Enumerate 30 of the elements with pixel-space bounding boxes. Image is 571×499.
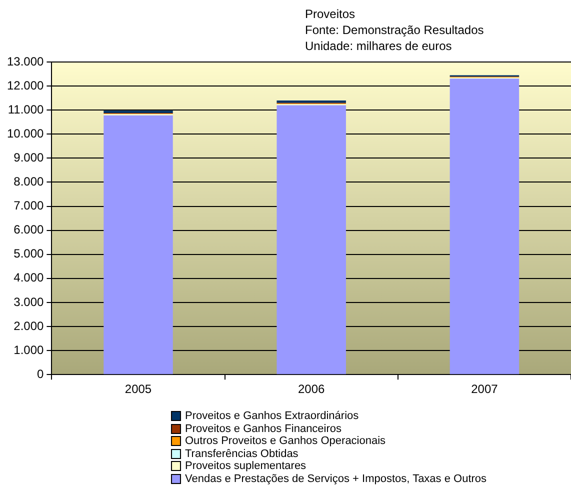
- text: Unidade: milhares de euros: [305, 38, 453, 54]
- legend-label: Proveitos e Ganhos Financeiros: [185, 422, 342, 435]
- y-tick-label: 13.000: [7, 54, 44, 68]
- y-tick-label: 10.000: [7, 126, 44, 140]
- x-tick-label: 2005: [124, 382, 152, 396]
- chart-title: Proveitos: [305, 6, 356, 22]
- legend-label: Proveitos e Ganhos Extraordinários: [185, 410, 359, 422]
- y-tick-label: 4.000: [14, 270, 44, 285]
- y-tick-label: 9.000: [14, 150, 44, 164]
- chart-subtitle: Fonte: Demonstração Resultados: [305, 22, 484, 38]
- y-tick-label: 2.000: [14, 318, 44, 333]
- bar: [104, 115, 173, 374]
- x-tick-label: 2007: [471, 382, 498, 396]
- y-tick-label: 11.000: [8, 102, 44, 116]
- y-tick-label: 0: [37, 366, 44, 381]
- legend-label: Outros Proveitos e Ganhos Operacionais: [185, 435, 386, 448]
- legend-label: Vendas e Prestações de Serviços + Impostos, Taxas e Outros: [185, 472, 487, 485]
- bar: [450, 78, 520, 374]
- y-tick-label: 1.000: [14, 342, 44, 357]
- y-tick-label: 6.000: [14, 222, 44, 237]
- legend-label: Transferências Obtidas: [185, 448, 298, 460]
- bar: [276, 105, 346, 374]
- y-tick-label: 5.000: [14, 246, 44, 261]
- y-tick-label: 3.000: [14, 294, 44, 309]
- y-tick-label: 12.000: [7, 78, 44, 92]
- y-tick-label: 8.000: [14, 174, 44, 189]
- x-tick-label: 2006: [298, 382, 326, 396]
- legend-label: Proveitos suplementares: [185, 460, 306, 472]
- bar: [276, 100, 346, 103]
- y-tick-label: 7.000: [14, 198, 44, 213]
